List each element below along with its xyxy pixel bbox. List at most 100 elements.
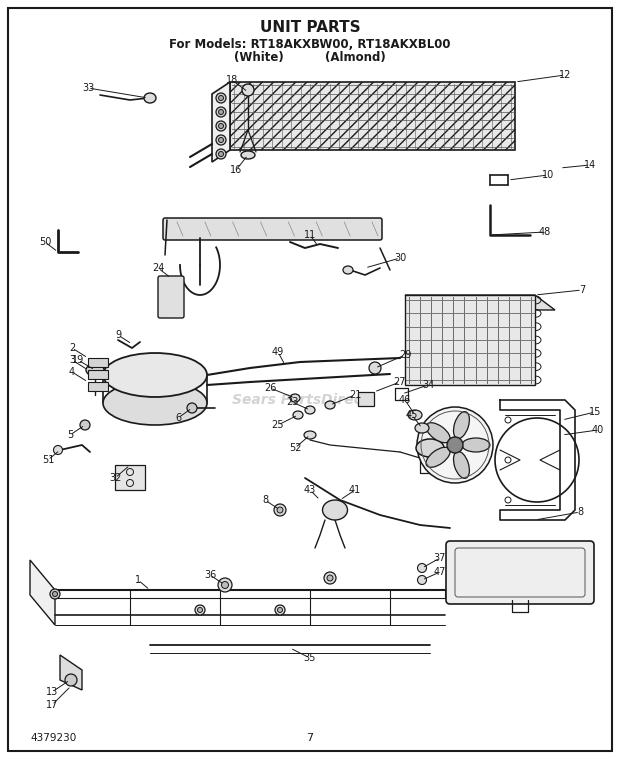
Circle shape [195, 605, 205, 615]
Bar [230, 82, 515, 150]
Text: 32: 32 [109, 473, 121, 483]
Ellipse shape [415, 423, 429, 433]
Polygon shape [405, 295, 555, 310]
Text: 48: 48 [539, 227, 551, 237]
Text: 4: 4 [69, 367, 75, 377]
Circle shape [417, 575, 427, 584]
Text: 8: 8 [262, 495, 268, 505]
Text: 47: 47 [434, 567, 446, 577]
Text: 13: 13 [46, 687, 58, 697]
Text: 11: 11 [304, 230, 316, 240]
Text: 18: 18 [226, 75, 238, 85]
Text: 50: 50 [39, 237, 51, 247]
Text: 1: 1 [135, 575, 141, 585]
Circle shape [274, 504, 286, 516]
Text: 36: 36 [204, 570, 216, 580]
Polygon shape [60, 655, 82, 690]
Circle shape [218, 124, 223, 128]
Ellipse shape [304, 431, 316, 439]
Text: 21: 21 [349, 390, 361, 400]
Polygon shape [30, 560, 55, 625]
Text: 23: 23 [286, 397, 298, 407]
Text: 45: 45 [406, 410, 418, 420]
Text: For Models: RT18AKXBW00, RT18AKXBL00: For Models: RT18AKXBW00, RT18AKXBL00 [169, 37, 451, 51]
Circle shape [216, 135, 226, 145]
Circle shape [50, 589, 60, 599]
Circle shape [278, 607, 283, 613]
Circle shape [216, 121, 226, 131]
Text: 24: 24 [152, 263, 164, 273]
Ellipse shape [103, 381, 207, 425]
Circle shape [216, 149, 226, 159]
Text: 25: 25 [272, 420, 284, 430]
Text: 16: 16 [230, 165, 242, 175]
Circle shape [221, 581, 229, 588]
Ellipse shape [305, 406, 315, 414]
Circle shape [218, 578, 232, 592]
Text: 5: 5 [67, 430, 73, 440]
Text: 30: 30 [394, 253, 406, 263]
Text: 6: 6 [175, 413, 181, 423]
Text: 27: 27 [394, 377, 406, 387]
Text: 12: 12 [559, 70, 571, 80]
Text: 4379230: 4379230 [30, 733, 76, 743]
Ellipse shape [144, 93, 156, 103]
Circle shape [216, 107, 226, 117]
Circle shape [218, 109, 223, 115]
Circle shape [53, 446, 63, 455]
Circle shape [447, 437, 463, 453]
Text: 43: 43 [304, 485, 316, 495]
Text: 26: 26 [264, 383, 276, 393]
Circle shape [277, 507, 283, 513]
Text: 9: 9 [115, 330, 121, 340]
Text: 40: 40 [592, 425, 604, 435]
Text: 17: 17 [46, 700, 58, 710]
Circle shape [198, 607, 203, 613]
Ellipse shape [293, 411, 303, 419]
Circle shape [327, 575, 333, 581]
Polygon shape [212, 82, 230, 162]
Ellipse shape [408, 410, 422, 420]
Text: 8: 8 [577, 507, 583, 517]
Circle shape [53, 591, 58, 597]
Text: 52: 52 [289, 443, 301, 453]
Ellipse shape [322, 500, 347, 520]
Ellipse shape [103, 353, 207, 397]
Circle shape [218, 96, 223, 100]
Circle shape [369, 362, 381, 374]
Ellipse shape [453, 452, 469, 478]
Ellipse shape [462, 438, 490, 452]
Circle shape [218, 137, 223, 143]
Circle shape [417, 563, 427, 572]
Text: 37: 37 [434, 553, 446, 563]
FancyBboxPatch shape [158, 276, 184, 318]
Text: Sears PartsDirect: Sears PartsDirect [232, 393, 368, 407]
Circle shape [417, 407, 493, 483]
Ellipse shape [416, 439, 444, 457]
Text: 34: 34 [422, 380, 434, 390]
Text: 51: 51 [42, 455, 54, 465]
Text: 49: 49 [272, 347, 284, 357]
Bar [88, 358, 108, 367]
Text: 7: 7 [306, 733, 314, 743]
Circle shape [218, 152, 223, 156]
Ellipse shape [426, 447, 450, 468]
Ellipse shape [426, 423, 450, 442]
Text: 7: 7 [579, 285, 585, 295]
Text: 14: 14 [584, 160, 596, 170]
Polygon shape [115, 465, 145, 490]
Ellipse shape [290, 394, 300, 402]
Circle shape [187, 403, 197, 413]
Text: 3: 3 [69, 355, 75, 365]
Text: 2: 2 [69, 343, 75, 353]
Text: 10: 10 [542, 170, 554, 180]
Text: UNIT PARTS: UNIT PARTS [260, 20, 360, 36]
Polygon shape [405, 295, 535, 385]
Text: 33: 33 [82, 83, 94, 93]
Text: (White)          (Almond): (White) (Almond) [234, 51, 386, 64]
Circle shape [65, 674, 77, 686]
Circle shape [324, 572, 336, 584]
Circle shape [275, 605, 285, 615]
Text: 35: 35 [304, 653, 316, 663]
FancyBboxPatch shape [163, 218, 382, 240]
